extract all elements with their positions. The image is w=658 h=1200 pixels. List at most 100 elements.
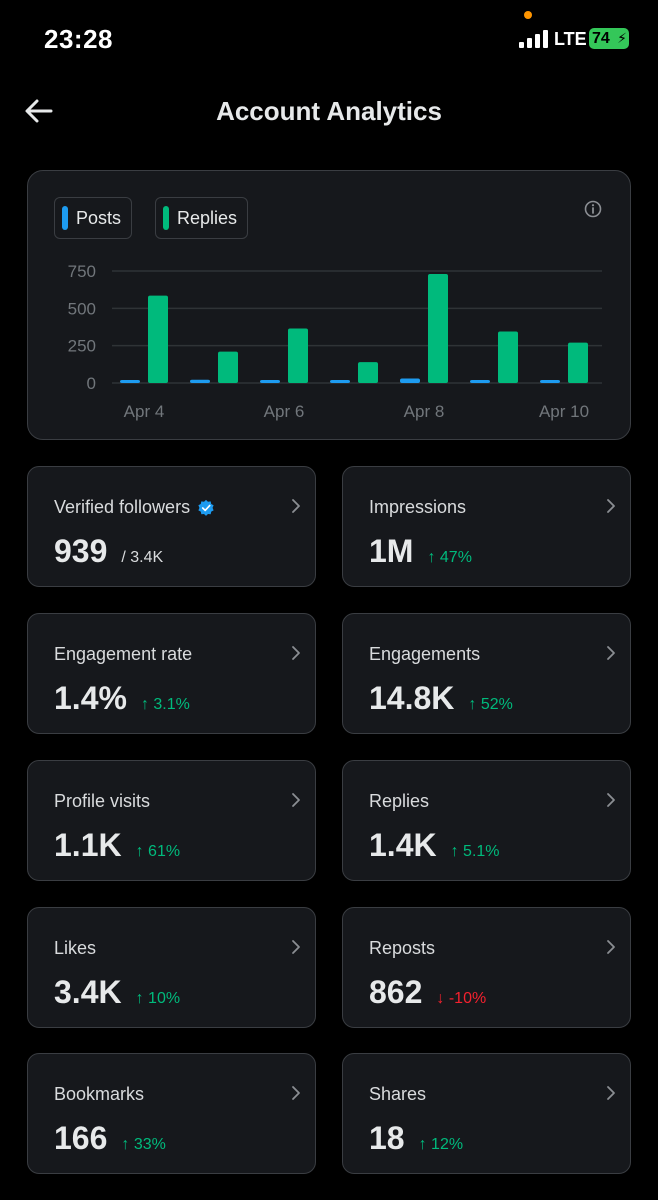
posts-swatch [62, 206, 68, 230]
signal-strength-icon [519, 30, 549, 48]
bar-posts [120, 380, 140, 383]
metric-label: Bookmarks [54, 1084, 144, 1105]
metric-value: 1M [369, 533, 414, 569]
metric-value: 1.1K [54, 827, 122, 863]
chevron-right-icon [607, 646, 615, 660]
metric-change: ↑ 12% [418, 1136, 464, 1153]
bar-posts [260, 380, 280, 383]
status-time: 23:28 [44, 24, 113, 54]
x-tick-label: Apr 4 [124, 402, 165, 421]
legend-replies[interactable]: Replies [155, 197, 249, 239]
camera-indicator-dot [524, 11, 532, 19]
metric-label-text: Engagements [369, 644, 481, 664]
metric-card[interactable]: Profile visits 1.1K ↑ 61% [27, 760, 316, 881]
chevron-right-icon [292, 499, 300, 513]
metric-label: Reposts [369, 938, 435, 959]
metric-label-text: Profile visits [54, 791, 151, 811]
bar-posts [470, 380, 490, 383]
bar-posts [400, 378, 420, 383]
metric-value-row: 1.4% ↑ 3.1% [54, 680, 190, 717]
metric-value-row: 939 / 3.4K [54, 533, 163, 570]
metric-change: ↑ 10% [135, 990, 181, 1007]
metric-label: Verified followers [54, 497, 215, 518]
battery-level: 74 [592, 30, 610, 47]
metric-label: Engagements [369, 644, 480, 665]
metric-label-text: Shares [369, 1084, 427, 1104]
bar-replies [218, 351, 238, 383]
y-tick-label: 0 [87, 374, 96, 393]
metric-change: ↑ 5.1% [450, 843, 500, 860]
bar-replies [358, 362, 378, 383]
metric-value-row: 862 ↓ -10% [369, 974, 486, 1011]
chart-card: 0 250 500 750 Apr 4 Apr 6 Apr 8 Apr 10 Posts Re… [27, 170, 631, 440]
page-title: Account Analytics [216, 96, 442, 126]
legend-posts[interactable]: Posts [54, 197, 133, 239]
metric-value: 14.8K [369, 680, 455, 716]
metric-label-text: Bookmarks [54, 1084, 145, 1104]
metric-value-row: 3.4K ↑ 10% [54, 974, 180, 1011]
y-tick-label: 750 [68, 262, 96, 281]
legend-posts-label: Posts [76, 207, 122, 228]
metric-label: Engagement rate [54, 644, 192, 665]
x-tick-label: Apr 6 [264, 402, 305, 421]
info-button[interactable] [583, 199, 603, 219]
metric-value-row: 1M ↑ 47% [369, 533, 472, 570]
metric-label: Profile visits [54, 791, 150, 812]
metric-value: 166 [54, 1120, 108, 1156]
x-tick-label: Apr 10 [539, 402, 589, 421]
metric-label-text: Impressions [369, 497, 467, 517]
metric-label-text: Likes [54, 938, 97, 958]
metric-value-row: 166 ↑ 33% [54, 1120, 166, 1157]
chevron-right-icon [607, 940, 615, 954]
metric-change: ↑ 3.1% [140, 696, 190, 713]
metric-value: 18 [369, 1120, 405, 1156]
back-button[interactable] [22, 94, 56, 128]
y-tick-label: 250 [68, 337, 96, 356]
metric-card[interactable]: Replies 1.4K ↑ 5.1% [342, 760, 631, 881]
chevron-right-icon [292, 646, 300, 660]
legend-replies-label: Replies [177, 207, 238, 228]
metric-card[interactable]: Reposts 862 ↓ -10% [342, 907, 631, 1028]
metric-card[interactable]: Engagements 14.8K ↑ 52% [342, 613, 631, 734]
metric-total: / 3.4K [121, 549, 164, 566]
x-tick-label: Apr 8 [404, 402, 445, 421]
metric-label: Likes [54, 938, 96, 959]
metric-card[interactable]: Impressions 1M ↑ 47% [342, 466, 631, 587]
bar-replies [498, 331, 518, 383]
chevron-right-icon [292, 1086, 300, 1100]
metric-change: ↑ 33% [121, 1136, 166, 1153]
metric-value: 1.4% [54, 680, 127, 716]
metric-card[interactable]: Verified followers 939 / 3.4K [27, 466, 316, 587]
y-tick-label: 500 [68, 299, 96, 318]
battery-icon: 74 ⚡ [589, 28, 629, 49]
metric-card[interactable]: Bookmarks 166 ↑ 33% [27, 1053, 316, 1174]
bar-posts [190, 379, 210, 383]
metric-value-row: 14.8K ↑ 52% [369, 680, 513, 717]
info-icon [584, 200, 602, 218]
metric-label-text: Engagement rate [54, 644, 193, 664]
header: Account Analytics [0, 78, 658, 148]
verified-badge-icon [198, 499, 214, 516]
status-bar: 23:28 LTE 74 ⚡ [0, 0, 658, 78]
chevron-right-icon [292, 940, 300, 954]
metric-label-text: Replies [369, 791, 430, 811]
chevron-right-icon [607, 1086, 615, 1100]
metric-card[interactable]: Likes 3.4K ↑ 10% [27, 907, 316, 1028]
metric-change: ↓ -10% [436, 990, 487, 1007]
metric-change: ↑ 61% [135, 843, 181, 860]
arrow-left-icon [25, 99, 53, 123]
metric-change: ↑ 47% [427, 549, 472, 566]
metric-label: Impressions [369, 497, 466, 518]
metric-card[interactable]: Shares 18 ↑ 12% [342, 1053, 631, 1174]
metric-label: Shares [369, 1084, 426, 1105]
bar-replies [568, 342, 588, 383]
chevron-right-icon [607, 499, 615, 513]
metric-label-text: Verified followers [54, 497, 191, 517]
network-type: LTE [554, 29, 587, 49]
metric-value-row: 18 ↑ 12% [369, 1120, 463, 1157]
metric-change: ↑ 52% [468, 696, 513, 713]
chevron-right-icon [607, 793, 615, 807]
metric-label-text: Reposts [369, 938, 436, 958]
metric-card[interactable]: Engagement rate 1.4% ↑ 3.1% [27, 613, 316, 734]
metric-value: 939 [54, 533, 108, 569]
